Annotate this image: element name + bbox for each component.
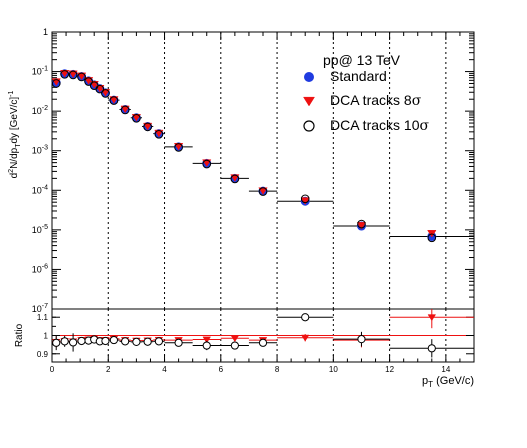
ratio-xlabel: pT (GeV/c) — [422, 375, 474, 389]
ratio-point-dca10 — [427, 344, 436, 353]
spectrum-point-dca10 — [202, 159, 212, 169]
ratio-point-dca10 — [77, 336, 86, 346]
ratio-point-dca10 — [143, 337, 152, 346]
ratio-point-dca10 — [230, 341, 239, 350]
legend-marker-dca10 — [303, 120, 315, 132]
ratio-point-dca10 — [132, 337, 141, 346]
ratio-xtick-label: 14 — [441, 365, 450, 374]
spectrum-point-dca10 — [143, 122, 152, 132]
spectrum-point-dca10 — [300, 194, 310, 204]
ratio-ytick-label: 1 — [44, 332, 49, 341]
spectrum-point-dca10 — [258, 187, 268, 196]
spectrum-point-dca10 — [101, 89, 110, 98]
ratio-xtick-label: 0 — [50, 365, 55, 374]
ratio-point-dca10 — [357, 335, 366, 344]
ratio-point-dca10 — [52, 338, 61, 347]
spectrum-point-dca8 — [230, 174, 240, 182]
ratio-point-dca10 — [202, 341, 211, 350]
ratio-point-dca8 — [427, 314, 437, 322]
ratio-point-dca10 — [154, 337, 164, 346]
spectrum-point-dca10 — [95, 84, 105, 94]
spectrum-point-dca8 — [356, 222, 367, 230]
legend-label-dca10: DCA tracks 10σ — [330, 117, 429, 134]
spectrum-ytick-label: 10-4 — [32, 184, 48, 195]
legend-label-dca8: DCA tracks 8σ — [330, 92, 422, 109]
spectrum-point-dca10 — [60, 70, 69, 79]
spectrum-point-dca10 — [174, 143, 183, 152]
ratio-point-dca10 — [69, 338, 78, 347]
ratio-point-dca10 — [174, 338, 183, 347]
legend: Standard DCA tracks 8σ DCA tracks 10σ — [303, 68, 429, 134]
ratio-point-dca8 — [230, 335, 240, 343]
ratio-xtick-label: 2 — [106, 365, 111, 374]
ratio-point-dca10 — [101, 336, 110, 346]
ratio-xtick-label: 8 — [275, 365, 280, 374]
ratio-point-dca8 — [202, 336, 211, 344]
spectrum-point-dca10 — [154, 129, 164, 139]
spectrum-panel: 10-7 10-6 10-5 10-4 10-3 10-2 10-1 1 d2N/dpTdy [… — [8, 27, 475, 314]
ratio-panel: 0.9 1 1.1 0 2 4 6 8 10 12 14 Ratio pT (GeV/c) — [14, 308, 475, 389]
spectrum-ytick-label: 10-1 — [32, 66, 48, 77]
spectrum-point-dca10 — [77, 72, 86, 82]
spectrum-point-dca10 — [357, 219, 366, 229]
ratio-point-dca10 — [109, 335, 118, 345]
spectrum-point-dca10 — [427, 233, 437, 243]
ratio-xtick-label: 4 — [162, 365, 167, 374]
ratio-xtick-label: 12 — [385, 365, 394, 374]
spectrum-ytick-label: 1 — [43, 27, 48, 37]
spectrum-point-dca8 — [202, 159, 212, 167]
ratio-point-dca10 — [121, 337, 130, 346]
spectrum-ytick-label: 10-3 — [32, 145, 48, 156]
ratio-point-dca8 — [300, 334, 310, 342]
spectrum-ylabel: d2N/dpTdy [GeV/c]-1 — [8, 91, 22, 179]
ratio-ytick-label: 0.9 — [37, 350, 49, 359]
spectrum-ytick-label: 10-7 — [32, 303, 48, 314]
ratio-point-dca10 — [301, 313, 310, 322]
ratio-point-dca10 — [258, 338, 268, 347]
spectrum-ytick-label: 10-5 — [32, 224, 48, 235]
spectrum-point-dca10 — [84, 77, 93, 86]
spectrum-point-dca10 — [230, 174, 240, 184]
spectrum-frame — [51, 31, 475, 310]
ratio-ytick-label: 1.1 — [37, 313, 49, 322]
spectrum-ytick-label: 10-6 — [32, 263, 48, 274]
legend-label-standard: Standard — [330, 68, 387, 84]
ratio-point-dca10 — [60, 337, 69, 346]
spectrum-point-dca10 — [68, 70, 78, 80]
ratio-xtick-label: 6 — [219, 365, 224, 374]
legend-marker-standard — [304, 72, 314, 82]
ratio-xtick-label: 10 — [329, 365, 338, 374]
legend-marker-dca8 — [303, 96, 315, 107]
spectrum-point-dca10 — [109, 96, 119, 105]
spectrum-point-dca10 — [132, 113, 141, 123]
spectrum-point-dca8 — [300, 197, 310, 205]
ratio-ylabel: Ratio — [14, 323, 25, 347]
spectrum-ytick-label: 10-2 — [32, 105, 48, 116]
spectrum-point-dca10 — [120, 105, 130, 115]
spectrum-point-dca10 — [51, 79, 61, 88]
energy-annotation: pp@ 13 TeV — [323, 52, 401, 68]
